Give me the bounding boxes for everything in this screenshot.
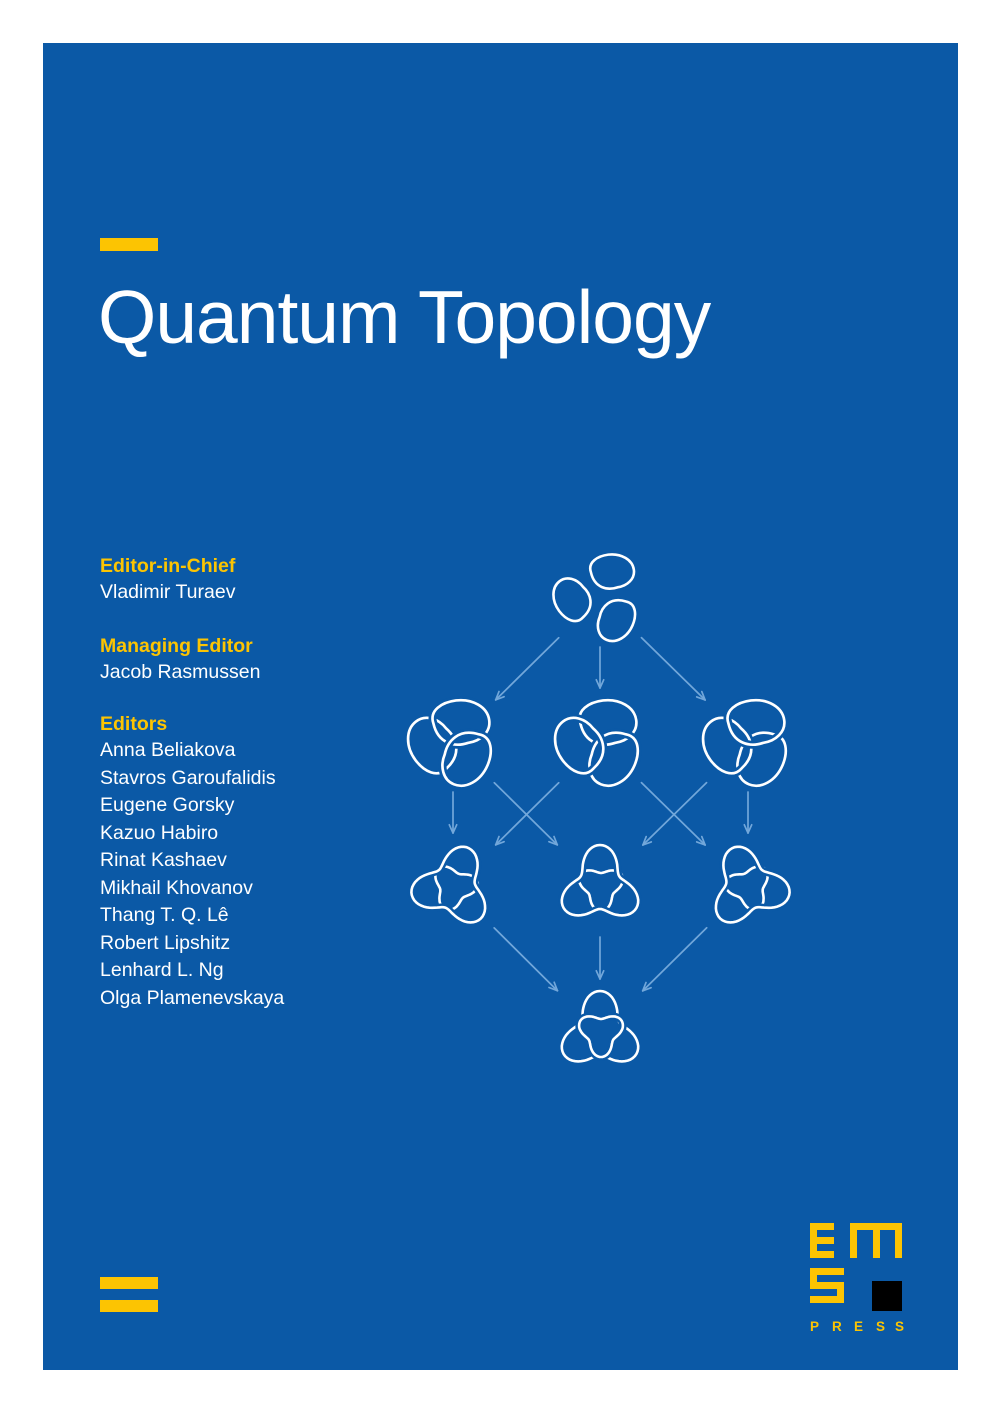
editor-name: Mikhail Khovanov bbox=[100, 876, 253, 899]
editor-in-chief-name: Vladimir Turaev bbox=[100, 581, 236, 603]
arrow bbox=[640, 781, 706, 846]
editor-name: Thang T. Q. Lê bbox=[100, 904, 229, 926]
logo-letter-e bbox=[810, 1251, 834, 1258]
logo-letter-s bbox=[837, 1282, 844, 1303]
arrow bbox=[448, 791, 458, 834]
arrow bbox=[641, 926, 708, 992]
editor-name: Stavros Garoufalidis bbox=[100, 766, 276, 789]
logo-letter-m bbox=[850, 1223, 857, 1258]
arrow bbox=[595, 936, 605, 980]
editor-name: Eugene Gorsky bbox=[100, 794, 235, 816]
equals-mark-bar-bottom bbox=[100, 1300, 158, 1312]
journal-title: Quantum Topology bbox=[98, 275, 711, 359]
logo-press-text: S bbox=[876, 1319, 885, 1334]
logo-letter-s bbox=[810, 1282, 844, 1289]
arrow bbox=[494, 636, 560, 701]
logo-letter-s bbox=[810, 1296, 844, 1303]
editor-name: Olga Plamenevskaya bbox=[100, 986, 285, 1009]
editors-list: Anna Beliakova Stavros Garoufalidis Eugene… bbox=[100, 737, 420, 1012]
knot-diagram bbox=[406, 553, 794, 1063]
editors-label: Editors bbox=[100, 713, 168, 735]
arrow bbox=[493, 927, 559, 992]
logo-letter-s bbox=[810, 1268, 844, 1275]
arrow bbox=[743, 791, 753, 834]
editor-in-chief-label: Editor-in-Chief bbox=[100, 555, 236, 577]
editor-name: Robert Lipshitz bbox=[100, 931, 231, 954]
logo-press-text: R bbox=[832, 1319, 842, 1334]
editor-name: Anna Beliakova bbox=[100, 739, 236, 761]
arrow bbox=[640, 636, 706, 701]
managing-editor-label: Managing Editor bbox=[100, 634, 253, 657]
logo-press-text: S bbox=[895, 1319, 904, 1334]
editorial-block: Editor-in-Chief Vladimir Turaev Managing… bbox=[100, 553, 420, 1012]
arrow bbox=[642, 781, 708, 846]
arrow bbox=[493, 781, 559, 846]
arrow bbox=[494, 781, 560, 846]
editor-name: Kazuo Habiro bbox=[100, 821, 219, 844]
logo-press-text: E bbox=[854, 1319, 863, 1334]
editor-name: Rinat Kashaev bbox=[100, 849, 227, 871]
editor-name: Lenhard L. Ng bbox=[100, 959, 224, 981]
logo-black-square bbox=[872, 1281, 902, 1311]
arrow bbox=[595, 646, 605, 689]
logo-letter-e bbox=[810, 1223, 834, 1230]
equals-mark-bar-top bbox=[100, 1277, 158, 1289]
logo-letter-m bbox=[873, 1223, 880, 1258]
logo-letter-e bbox=[810, 1237, 834, 1244]
logo-letter-s bbox=[810, 1268, 817, 1289]
managing-editor-name: Jacob Rasmussen bbox=[100, 660, 261, 683]
logo-letter-m bbox=[895, 1223, 902, 1258]
logo-press-text: P bbox=[810, 1319, 819, 1334]
cover-panel bbox=[43, 43, 958, 1370]
accent-dash bbox=[100, 238, 158, 251]
